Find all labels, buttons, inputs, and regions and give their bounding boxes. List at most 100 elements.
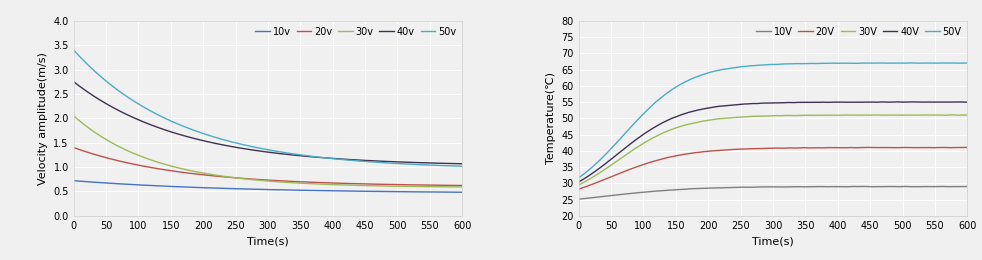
Line: 30v: 30v <box>74 116 463 187</box>
30v <box>87 130 99 133</box>
20V <box>961 146 973 149</box>
20V <box>762 147 774 150</box>
Line: 10v: 10v <box>74 181 463 192</box>
20V <box>573 187 584 191</box>
20V <box>951 146 962 149</box>
Line: 30V: 30V <box>578 115 967 185</box>
20V <box>751 147 763 150</box>
30v <box>445 185 457 188</box>
40V <box>573 180 584 184</box>
40V <box>892 100 903 103</box>
30v <box>256 179 268 182</box>
30V <box>879 113 891 116</box>
50V <box>951 62 962 65</box>
40V <box>751 102 763 105</box>
50v <box>374 161 386 164</box>
20v <box>445 184 457 187</box>
30v <box>445 185 457 188</box>
20V <box>951 146 962 149</box>
10V <box>879 185 891 188</box>
40v <box>445 162 457 165</box>
10v <box>87 181 99 184</box>
20V <box>863 146 875 149</box>
50V <box>751 64 763 67</box>
30V <box>751 115 763 118</box>
40v <box>87 94 99 98</box>
40V <box>762 101 774 105</box>
40v <box>445 162 457 165</box>
30v <box>246 178 258 181</box>
10V <box>961 185 973 188</box>
50v <box>68 48 80 51</box>
20v <box>68 146 80 149</box>
40v <box>246 148 258 152</box>
20v <box>457 184 468 187</box>
50V <box>961 61 973 64</box>
20V <box>593 180 605 183</box>
30v <box>374 184 386 187</box>
10v <box>246 188 258 191</box>
50v <box>246 145 258 148</box>
40V <box>951 101 962 104</box>
10v <box>68 179 80 182</box>
10V <box>573 198 584 201</box>
Y-axis label: Temperature(℃): Temperature(℃) <box>546 72 556 164</box>
10V <box>593 196 605 199</box>
20v <box>87 153 99 156</box>
10V <box>951 185 962 188</box>
Line: 20V: 20V <box>578 147 967 189</box>
10V <box>762 185 774 188</box>
40V <box>879 101 891 104</box>
Legend: 10V, 20V, 30V, 40V, 50V: 10V, 20V, 30V, 40V, 50V <box>752 23 965 41</box>
50V <box>951 62 962 65</box>
30V <box>573 183 584 186</box>
30V <box>961 114 973 117</box>
40v <box>374 160 386 163</box>
50v <box>87 69 99 72</box>
50v <box>445 164 457 167</box>
30v <box>457 185 468 188</box>
20v <box>246 178 258 181</box>
10V <box>857 185 869 188</box>
10v <box>457 191 468 194</box>
X-axis label: Time(s): Time(s) <box>247 236 289 246</box>
30V <box>762 114 774 118</box>
10v <box>256 188 268 191</box>
50v <box>445 164 457 167</box>
10v <box>445 191 457 194</box>
30V <box>947 113 958 116</box>
50v <box>256 147 268 150</box>
20v <box>374 183 386 186</box>
Line: 50V: 50V <box>578 63 967 178</box>
20v <box>256 178 268 181</box>
Legend: 10v, 20v, 30v, 40v, 50v: 10v, 20v, 30v, 40v, 50v <box>251 23 461 41</box>
20V <box>879 146 891 149</box>
10v <box>374 190 386 193</box>
40v <box>256 150 268 153</box>
30V <box>593 172 605 175</box>
50V <box>879 61 891 64</box>
30v <box>68 114 80 118</box>
50V <box>573 176 584 179</box>
50V <box>874 61 886 64</box>
50v <box>457 165 468 168</box>
40V <box>961 101 973 104</box>
Y-axis label: Velocity amplitude(m/s): Velocity amplitude(m/s) <box>37 52 48 185</box>
30V <box>951 114 962 117</box>
10V <box>751 185 763 188</box>
Line: 40v: 40v <box>74 82 463 164</box>
Line: 50v: 50v <box>74 50 463 166</box>
50V <box>593 160 605 163</box>
Line: 10V: 10V <box>578 186 967 199</box>
40V <box>951 101 962 104</box>
X-axis label: Time(s): Time(s) <box>752 236 793 246</box>
Line: 20v: 20v <box>74 147 463 185</box>
40V <box>593 167 605 171</box>
30V <box>951 113 962 116</box>
40v <box>68 80 80 83</box>
10V <box>951 185 962 188</box>
50V <box>762 63 774 66</box>
20v <box>445 184 457 187</box>
10v <box>445 191 457 194</box>
Line: 40V: 40V <box>578 102 967 182</box>
